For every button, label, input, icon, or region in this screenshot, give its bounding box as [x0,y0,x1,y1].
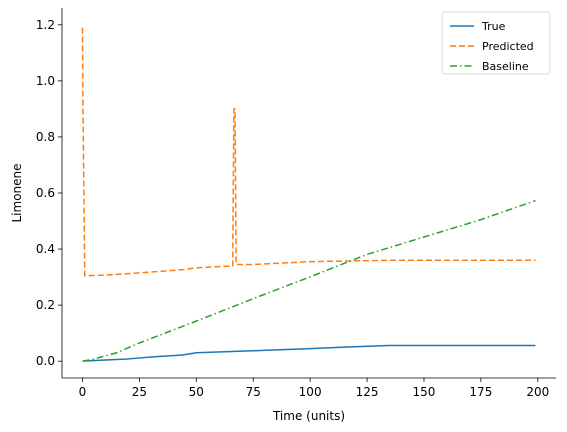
y-ticks: 0.0 0.2 0.4 0.6 0.8 1.0 1.2 [36,18,62,368]
y-tick-label: 0.4 [36,242,55,256]
y-tick-label: 0.8 [36,130,55,144]
y-axis-label: Limonene [10,163,24,222]
x-tick-label: 0 [79,385,87,399]
x-tick-label: 25 [132,385,147,399]
legend-label-true: True [481,20,506,33]
x-tick-label: 150 [413,385,436,399]
x-tick-label: 50 [189,385,204,399]
series-line-predicted [81,27,536,277]
x-tick-label: 100 [299,385,322,399]
legend-box [441,11,551,75]
y-tick-label: 0.6 [36,186,55,200]
x-tick-label: 200 [526,385,549,399]
x-tick-label: 75 [246,385,261,399]
x-axis-label: Time (units) [272,409,345,423]
legend: True Predicted Baseline [441,11,551,75]
legend-label-predicted: Predicted [482,40,534,53]
y-tick-label: 0.2 [36,298,55,312]
series-layer [81,27,536,362]
x-tick-label: 125 [356,385,379,399]
x-ticks: 0 25 50 75 100 125 150 175 200 [79,378,549,399]
y-tick-label: 1.2 [36,18,55,32]
x-tick-label: 175 [469,385,492,399]
y-tick-label: 1.0 [36,74,55,88]
legend-label-baseline: Baseline [482,60,529,73]
series-line-baseline [82,199,536,362]
y-tick-label: 0.0 [36,354,55,368]
series-line-true [82,344,536,362]
